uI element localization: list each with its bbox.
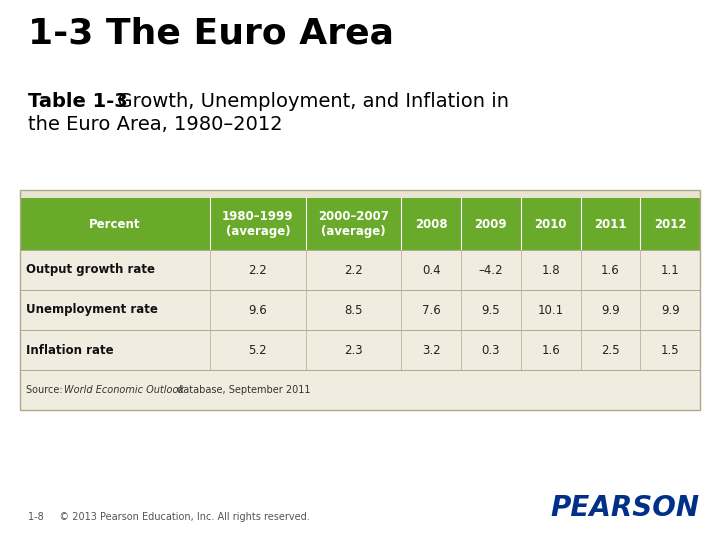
Text: 1980–1999
(average): 1980–1999 (average): [222, 210, 294, 238]
Text: 1-3 The Euro Area: 1-3 The Euro Area: [28, 16, 394, 50]
Text: 1.8: 1.8: [541, 264, 560, 276]
Bar: [20, 250, 700, 290]
Text: 0.3: 0.3: [482, 343, 500, 356]
Text: 9.9: 9.9: [661, 303, 680, 316]
Text: 2.2: 2.2: [344, 264, 363, 276]
Text: 2011: 2011: [594, 218, 626, 231]
Text: 1-8     © 2013 Pearson Education, Inc. All rights reserved.: 1-8 © 2013 Pearson Education, Inc. All r…: [28, 512, 310, 522]
Bar: [20, 330, 700, 370]
Text: 1.1: 1.1: [661, 264, 680, 276]
Text: 2010: 2010: [534, 218, 567, 231]
Bar: [20, 190, 700, 198]
Text: 5.2: 5.2: [248, 343, 267, 356]
Text: 9.6: 9.6: [248, 303, 267, 316]
Text: Source:: Source:: [26, 385, 66, 395]
Text: 7.6: 7.6: [422, 303, 441, 316]
Text: Unemployment rate: Unemployment rate: [26, 303, 158, 316]
Text: 2012: 2012: [654, 218, 686, 231]
Text: the Euro Area, 1980–2012: the Euro Area, 1980–2012: [28, 115, 283, 134]
Text: 1.6: 1.6: [541, 343, 560, 356]
Bar: [20, 290, 700, 330]
Text: PEARSON: PEARSON: [551, 494, 700, 522]
Text: World Economic Outlook: World Economic Outlook: [64, 385, 184, 395]
Text: Growth, Unemployment, and Inflation in: Growth, Unemployment, and Inflation in: [105, 92, 509, 111]
Text: 1.6: 1.6: [601, 264, 620, 276]
Text: 9.9: 9.9: [601, 303, 620, 316]
Text: 10.1: 10.1: [538, 303, 564, 316]
Text: 0.4: 0.4: [422, 264, 441, 276]
Bar: [20, 198, 700, 250]
Text: Output growth rate: Output growth rate: [26, 264, 155, 276]
Text: 9.5: 9.5: [482, 303, 500, 316]
Text: –4.2: –4.2: [479, 264, 503, 276]
Text: 3.2: 3.2: [422, 343, 441, 356]
Text: 2008: 2008: [415, 218, 447, 231]
Text: database, September 2011: database, September 2011: [174, 385, 310, 395]
Text: 1.5: 1.5: [661, 343, 680, 356]
Text: 2.5: 2.5: [601, 343, 620, 356]
Text: Table 1-3: Table 1-3: [28, 92, 127, 111]
Bar: [20, 370, 700, 410]
Text: Percent: Percent: [89, 218, 141, 231]
Text: Inflation rate: Inflation rate: [26, 343, 114, 356]
Bar: [20, 190, 700, 410]
Text: 2000–2007
(average): 2000–2007 (average): [318, 210, 389, 238]
Text: 2009: 2009: [474, 218, 507, 231]
Text: 2.2: 2.2: [248, 264, 267, 276]
Text: 2.3: 2.3: [344, 343, 363, 356]
Text: 8.5: 8.5: [344, 303, 363, 316]
